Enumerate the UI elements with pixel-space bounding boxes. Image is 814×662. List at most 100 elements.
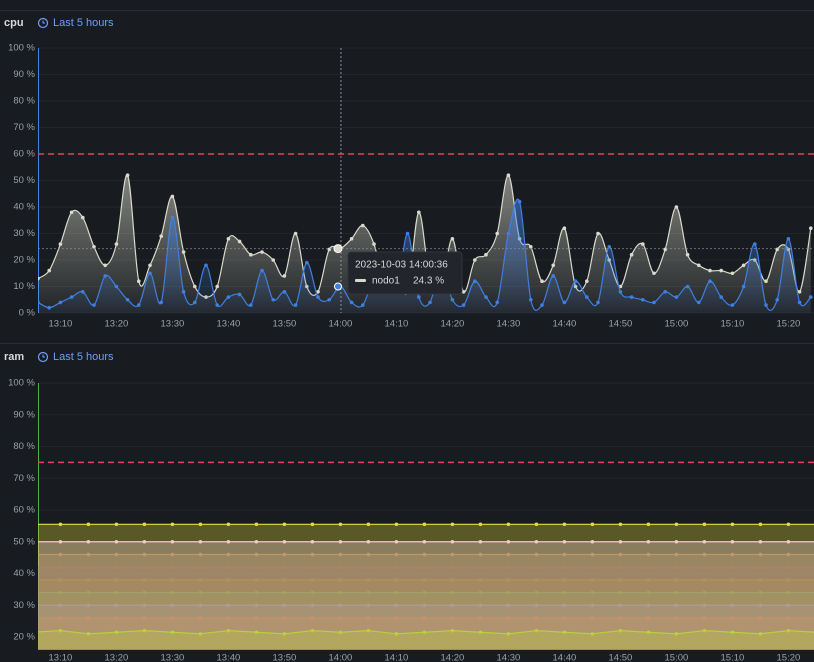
data-point	[58, 578, 63, 582]
data-point	[506, 590, 511, 595]
data-point	[674, 552, 679, 557]
data-point	[478, 578, 483, 582]
data-point	[86, 539, 91, 544]
data-point	[534, 590, 539, 595]
data-point	[114, 242, 119, 246]
series-area	[38, 630, 814, 650]
data-point	[562, 578, 567, 582]
y-tick-label: 40 %	[13, 202, 35, 213]
data-point	[114, 590, 119, 595]
data-point	[473, 258, 477, 262]
data-point	[674, 565, 679, 569]
data-point	[249, 303, 253, 307]
data-point	[551, 274, 555, 278]
data-point	[702, 565, 707, 569]
data-point	[422, 552, 427, 557]
data-point	[282, 290, 287, 294]
data-point	[596, 231, 600, 236]
data-point	[47, 268, 51, 273]
data-point	[786, 590, 791, 595]
data-point	[327, 297, 332, 302]
x-tick-label: 15:20	[777, 653, 801, 662]
data-point	[310, 552, 315, 557]
time-range[interactable]: Last 5 hours	[53, 351, 114, 363]
data-point	[338, 590, 343, 595]
data-point	[226, 522, 231, 527]
time-picker[interactable]: Last 5 hours	[37, 351, 115, 363]
data-point	[495, 231, 500, 236]
data-point	[366, 552, 371, 557]
data-point	[282, 632, 287, 636]
data-point	[422, 616, 427, 620]
data-point	[254, 578, 259, 582]
data-point	[646, 603, 651, 608]
y-tick-label: 70 %	[13, 473, 35, 484]
y-tick-label: 80 %	[13, 96, 35, 107]
data-point	[226, 237, 231, 241]
data-point	[646, 522, 651, 527]
data-point	[310, 522, 315, 527]
y-tick-label: 100 %	[8, 378, 35, 389]
time-range[interactable]: Last 5 hours	[53, 17, 114, 29]
data-point	[809, 295, 813, 299]
data-point	[450, 237, 455, 241]
data-point	[562, 522, 567, 527]
data-point	[114, 578, 119, 582]
data-point	[786, 616, 791, 620]
data-point	[86, 578, 91, 582]
data-point	[450, 603, 455, 608]
data-point	[58, 552, 63, 557]
data-point	[170, 522, 175, 527]
data-point	[590, 616, 595, 620]
data-point	[652, 300, 656, 305]
data-point	[674, 632, 679, 636]
data-point	[450, 628, 455, 633]
data-point	[702, 522, 707, 527]
data-point	[478, 539, 483, 544]
data-point	[741, 284, 746, 289]
data-point	[562, 603, 567, 608]
x-tick-label: 15:00	[665, 653, 689, 662]
data-point	[674, 205, 679, 209]
data-point	[361, 303, 365, 307]
data-point	[282, 274, 287, 278]
data-point	[310, 590, 315, 595]
data-point	[422, 603, 427, 608]
x-tick-label: 14:10	[385, 319, 409, 330]
time-picker[interactable]: Last 5 hours	[37, 17, 115, 29]
x-tick-label: 13:10	[49, 653, 73, 662]
data-point	[618, 539, 623, 544]
data-point	[629, 295, 634, 299]
data-point	[254, 522, 259, 527]
y-tick-label: 90 %	[13, 409, 35, 420]
data-point	[786, 522, 791, 527]
data-point	[114, 284, 119, 289]
data-point	[198, 552, 203, 557]
x-tick-label: 13:40	[217, 653, 241, 662]
data-point	[685, 252, 690, 257]
tooltip-value: 24.3 %	[413, 276, 444, 287]
data-point	[142, 603, 147, 608]
data-point	[663, 290, 667, 294]
data-point	[422, 539, 427, 544]
data-point	[249, 252, 253, 257]
data-point	[137, 279, 141, 284]
data-point	[271, 297, 276, 302]
data-point	[758, 603, 763, 608]
data-point	[534, 616, 539, 620]
data-point	[450, 552, 455, 557]
data-point	[797, 300, 802, 305]
data-point	[226, 539, 231, 544]
data-point	[366, 539, 371, 544]
data-point	[260, 268, 264, 273]
data-point	[461, 303, 466, 307]
data-point	[495, 300, 500, 305]
data-point	[237, 292, 242, 297]
y-tick-label: 30 %	[13, 228, 35, 239]
data-point	[478, 630, 483, 635]
data-point	[282, 539, 287, 544]
x-tick-label: 14:00	[329, 319, 353, 330]
data-point	[394, 590, 399, 595]
data-point	[417, 210, 421, 215]
data-point	[316, 295, 320, 299]
